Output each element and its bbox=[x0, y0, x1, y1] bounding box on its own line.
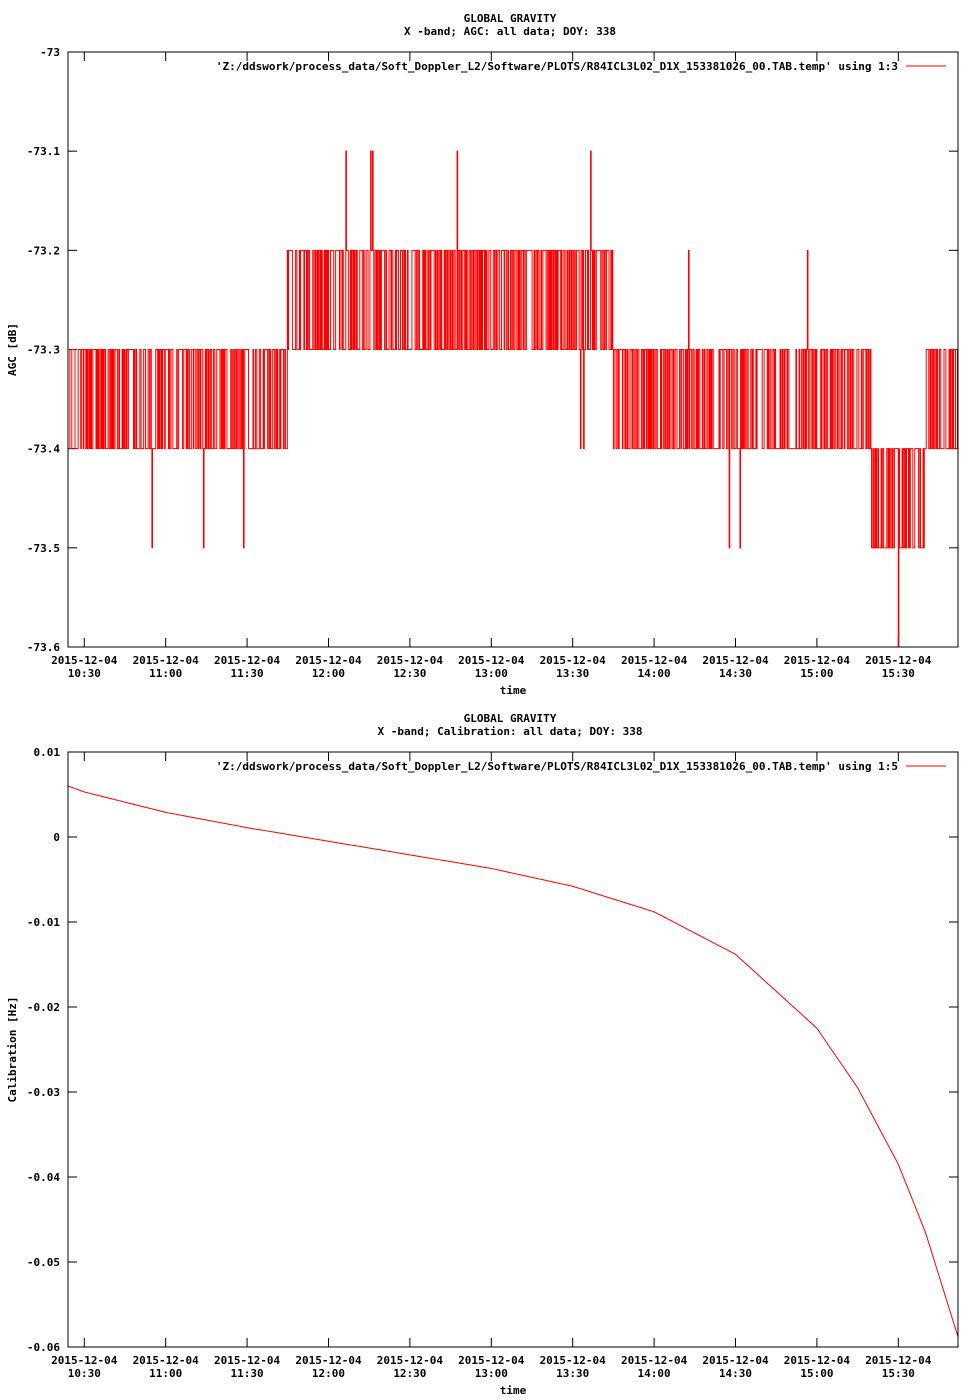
plot-frame bbox=[67, 51, 959, 648]
x-tick-label-date: 2015-12-04 bbox=[51, 654, 118, 667]
x-tick-label-date: 2015-12-04 bbox=[295, 654, 362, 667]
chart-title: GLOBAL GRAVITY bbox=[464, 712, 557, 725]
x-tick-label-time: 15:00 bbox=[800, 667, 833, 680]
x-tick-label-time: 13:30 bbox=[556, 667, 589, 680]
x-tick-label-date: 2015-12-04 bbox=[133, 654, 200, 667]
x-tick-label-date: 2015-12-04 bbox=[458, 1354, 525, 1367]
x-tick-label-time: 10:30 bbox=[68, 667, 101, 680]
chart-subtitle: X -band; Calibration: all data; DOY: 338 bbox=[378, 725, 643, 738]
x-tick-label-time: 11:30 bbox=[231, 1367, 264, 1380]
x-tick-label-date: 2015-12-04 bbox=[295, 1354, 362, 1367]
legend-label: 'Z:/ddswork/process_data/Soft_Doppler_L2… bbox=[216, 60, 898, 73]
y-tick-label: -0.04 bbox=[27, 1171, 60, 1184]
x-tick-label-date: 2015-12-04 bbox=[540, 1354, 607, 1367]
y-tick-label: -0.03 bbox=[27, 1086, 60, 1099]
y-tick-label: -73.3 bbox=[27, 344, 60, 357]
x-tick-label-date: 2015-12-04 bbox=[133, 1354, 200, 1367]
x-tick-label-date: 2015-12-04 bbox=[702, 1354, 769, 1367]
x-tick-label-time: 11:00 bbox=[149, 1367, 182, 1380]
x-tick-label-time: 14:30 bbox=[719, 667, 752, 680]
x-tick-label-time: 13:00 bbox=[475, 667, 508, 680]
y-tick-label: -0.02 bbox=[27, 1001, 60, 1014]
x-tick-label-time: 12:30 bbox=[393, 1367, 426, 1380]
legend-label: 'Z:/ddswork/process_data/Soft_Doppler_L2… bbox=[216, 760, 898, 773]
x-tick-label-date: 2015-12-04 bbox=[784, 654, 851, 667]
series-line bbox=[67, 785, 959, 1337]
x-tick-label-time: 12:00 bbox=[312, 667, 345, 680]
x-tick-label-date: 2015-12-04 bbox=[621, 654, 688, 667]
y-tick-label: -73.5 bbox=[27, 542, 60, 555]
x-tick-label-time: 15:00 bbox=[800, 1367, 833, 1380]
y-tick-label: -73.1 bbox=[27, 145, 60, 158]
y-tick-label: -0.05 bbox=[27, 1256, 60, 1269]
x-tick-label-date: 2015-12-04 bbox=[214, 654, 281, 667]
x-axis-label: time bbox=[500, 1384, 527, 1397]
chart-title: GLOBAL GRAVITY bbox=[464, 12, 557, 25]
x-tick-label-date: 2015-12-04 bbox=[377, 1354, 444, 1367]
x-tick-label-time: 12:00 bbox=[312, 1367, 345, 1380]
x-tick-label-date: 2015-12-04 bbox=[377, 654, 444, 667]
y-axis-label: AGC [dB] bbox=[6, 323, 19, 376]
x-tick-label-time: 14:30 bbox=[719, 1367, 752, 1380]
x-tick-label-date: 2015-12-04 bbox=[702, 654, 769, 667]
y-axis-label: Calibration [Hz] bbox=[6, 997, 19, 1103]
x-axis-label: time bbox=[500, 684, 527, 697]
plot-frame bbox=[67, 751, 959, 1348]
x-tick-label-time: 11:00 bbox=[149, 667, 182, 680]
y-tick-label: 0 bbox=[53, 831, 60, 844]
x-tick-label-date: 2015-12-04 bbox=[51, 1354, 118, 1367]
x-tick-label-time: 11:30 bbox=[231, 667, 264, 680]
x-tick-label-time: 13:30 bbox=[556, 1367, 589, 1380]
y-tick-label: -73.6 bbox=[27, 641, 60, 654]
x-tick-label-time: 15:30 bbox=[882, 667, 915, 680]
x-tick-label-date: 2015-12-04 bbox=[865, 1354, 932, 1367]
y-tick-label: -0.01 bbox=[27, 916, 60, 929]
x-tick-label-date: 2015-12-04 bbox=[458, 654, 525, 667]
x-tick-label-time: 12:30 bbox=[393, 667, 426, 680]
y-tick-label: -73 bbox=[40, 46, 60, 59]
x-tick-label-date: 2015-12-04 bbox=[784, 1354, 851, 1367]
x-tick-label-date: 2015-12-04 bbox=[865, 654, 932, 667]
series-line bbox=[67, 150, 958, 648]
x-tick-label-time: 13:00 bbox=[475, 1367, 508, 1380]
x-tick-label-date: 2015-12-04 bbox=[214, 1354, 281, 1367]
chart-subtitle: X -band; AGC: all data; DOY: 338 bbox=[404, 25, 616, 38]
x-tick-label-time: 14:00 bbox=[638, 1367, 671, 1380]
x-tick-label-time: 14:00 bbox=[638, 667, 671, 680]
x-tick-label-time: 15:30 bbox=[882, 1367, 915, 1380]
x-tick-label-time: 10:30 bbox=[68, 1367, 101, 1380]
x-tick-label-date: 2015-12-04 bbox=[540, 654, 607, 667]
y-tick-label: -73.2 bbox=[27, 244, 60, 257]
x-tick-label-date: 2015-12-04 bbox=[621, 1354, 688, 1367]
y-tick-label: -0.06 bbox=[27, 1341, 60, 1354]
y-tick-label: 0.01 bbox=[34, 746, 61, 759]
y-tick-label: -73.4 bbox=[27, 443, 60, 456]
